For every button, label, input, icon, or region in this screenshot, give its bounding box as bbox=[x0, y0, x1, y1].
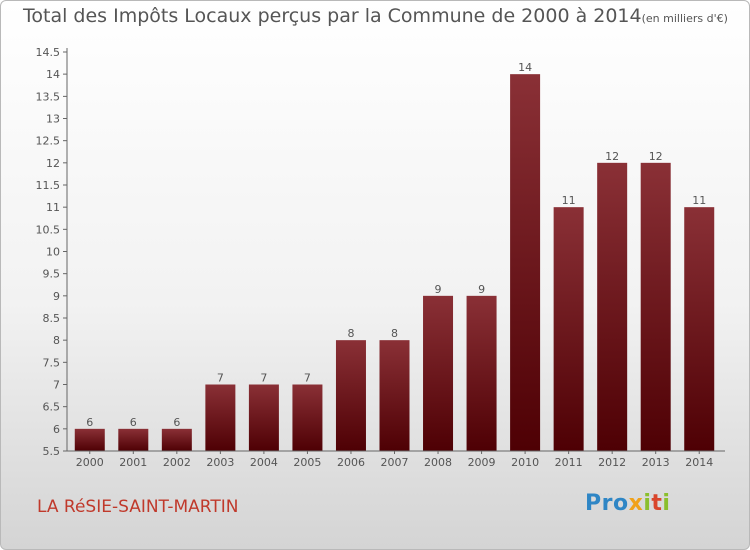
y-tick-label: 14.5 bbox=[36, 46, 61, 59]
x-tick-label: 2000 bbox=[76, 456, 104, 469]
bar-2001 bbox=[118, 428, 149, 451]
proxiti-logo[interactable]: Proxiti bbox=[585, 491, 670, 516]
x-tick-label: 2012 bbox=[598, 456, 626, 469]
x-tick-label: 2009 bbox=[468, 456, 496, 469]
data-label-2000: 6 bbox=[86, 416, 93, 429]
y-tick-label: 7 bbox=[53, 379, 60, 392]
bar-2000 bbox=[74, 428, 105, 451]
y-tick-label: 7.5 bbox=[43, 356, 61, 369]
data-label-2014: 11 bbox=[692, 194, 706, 207]
bar-2011 bbox=[553, 207, 584, 451]
data-label-2012: 12 bbox=[605, 150, 619, 163]
y-tick-label: 9 bbox=[53, 290, 60, 303]
y-tick-label: 13.5 bbox=[36, 90, 61, 103]
bar-2004 bbox=[248, 384, 279, 451]
data-label-2013: 12 bbox=[649, 150, 663, 163]
y-tick-label: 12 bbox=[46, 157, 60, 170]
logo-char: P bbox=[585, 491, 602, 516]
x-tick-label: 2011 bbox=[555, 456, 583, 469]
logo-char: i bbox=[662, 491, 671, 516]
x-tick-label: 2005 bbox=[293, 456, 321, 469]
y-tick-label: 11 bbox=[46, 201, 60, 214]
y-tick-label: 13 bbox=[46, 113, 60, 126]
bar-2006 bbox=[335, 340, 366, 451]
title-text: Total des Impôts Locaux perçus par la Co… bbox=[23, 5, 642, 27]
data-label-2001: 6 bbox=[130, 416, 137, 429]
logo-char: x bbox=[628, 491, 644, 516]
y-tick-label: 9.5 bbox=[43, 268, 61, 281]
data-label-2007: 8 bbox=[391, 327, 398, 340]
bar-2007 bbox=[379, 340, 410, 451]
x-tick-label: 2010 bbox=[511, 456, 539, 469]
x-tick-label: 2006 bbox=[337, 456, 365, 469]
chart-title: Total des Impôts Locaux perçus par la Co… bbox=[23, 5, 728, 27]
logo-char: i bbox=[643, 491, 652, 516]
data-label-2006: 8 bbox=[347, 327, 354, 340]
y-tick-label: 10 bbox=[46, 246, 60, 259]
bar-2005 bbox=[292, 384, 323, 451]
data-label-2004: 7 bbox=[260, 372, 267, 385]
x-tick-label: 2008 bbox=[424, 456, 452, 469]
y-tick-label: 11.5 bbox=[36, 179, 61, 192]
y-tick-label: 14 bbox=[46, 68, 60, 81]
data-label-2005: 7 bbox=[304, 372, 311, 385]
data-label-2010: 14 bbox=[518, 61, 532, 74]
x-tick-label: 2013 bbox=[642, 456, 670, 469]
y-tick-label: 5.5 bbox=[43, 445, 61, 458]
bar-2013 bbox=[640, 162, 671, 452]
bar-2009 bbox=[466, 295, 497, 451]
bar-2014 bbox=[684, 207, 715, 451]
bar-2002 bbox=[161, 428, 192, 451]
x-tick-label: 2014 bbox=[685, 456, 713, 469]
logo-char: r bbox=[601, 491, 613, 516]
commune-name: LA RéSIE-SAINT-MARTIN bbox=[37, 497, 239, 517]
logo-char: o bbox=[612, 491, 629, 516]
x-tick-label: 2004 bbox=[250, 456, 278, 469]
data-label-2003: 7 bbox=[217, 372, 224, 385]
bar-2003 bbox=[205, 384, 236, 451]
y-tick-label: 12.5 bbox=[36, 135, 61, 148]
y-tick-label: 6.5 bbox=[43, 401, 61, 414]
bar-2012 bbox=[597, 162, 628, 452]
y-tick-label: 8 bbox=[53, 334, 60, 347]
x-tick-label: 2001 bbox=[119, 456, 147, 469]
data-label-2008: 9 bbox=[435, 283, 442, 296]
data-label-2002: 6 bbox=[173, 416, 180, 429]
logo-char: t bbox=[651, 491, 663, 516]
y-tick-label: 6 bbox=[53, 423, 60, 436]
data-label-2009: 9 bbox=[478, 283, 485, 296]
x-tick-label: 2002 bbox=[163, 456, 191, 469]
y-tick-label: 10.5 bbox=[36, 223, 61, 236]
title-unit: (en milliers d'€) bbox=[641, 12, 728, 25]
x-tick-label: 2007 bbox=[381, 456, 409, 469]
data-label-2011: 11 bbox=[562, 194, 576, 207]
x-tick-label: 2003 bbox=[206, 456, 234, 469]
y-tick-label: 8.5 bbox=[43, 312, 61, 325]
bar-2010 bbox=[510, 74, 541, 452]
bar-2008 bbox=[423, 295, 454, 451]
